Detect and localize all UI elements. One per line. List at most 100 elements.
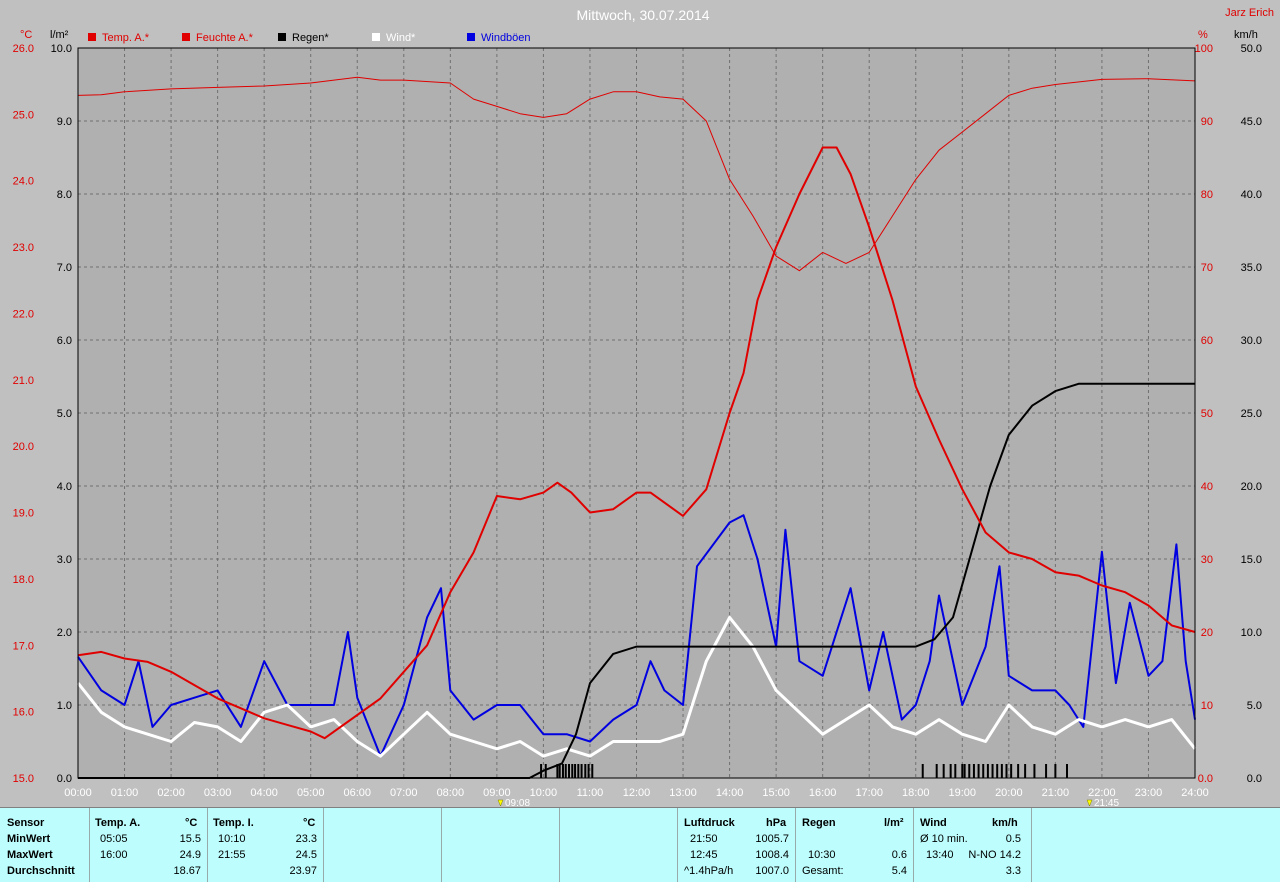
wind-tick-label: 10.0	[1241, 627, 1262, 639]
pressure-max-value: 1008.4	[755, 849, 789, 861]
x-tick-label: 16:00	[809, 787, 837, 799]
col-empty-1	[324, 808, 442, 882]
temp-tick-label: 16.0	[13, 707, 34, 719]
humidity-tick-label: 30	[1201, 554, 1213, 566]
x-tick-label: 05:00	[297, 787, 325, 799]
wind-avg10-label: Ø 10 min.	[920, 833, 968, 845]
pressure-header: Luftdruck	[684, 817, 735, 829]
x-tick-label: 09:00	[483, 787, 511, 799]
wind-avg10-value: 0.5	[1005, 833, 1021, 845]
temp-tick-label: 22.0	[13, 308, 34, 320]
wind-unit: km/h	[1234, 29, 1258, 41]
rain-max-value: 0.6	[891, 849, 907, 861]
rain-max-time: 10:30	[808, 849, 836, 861]
x-tick-label: 04:00	[250, 787, 278, 799]
temp-i-min-value: 23.3	[295, 833, 317, 845]
temp-tick-label: 19.0	[13, 508, 34, 520]
temp-tick-label: 20.0	[13, 441, 34, 453]
weather-chart: 00:00 01:00 02:00 03:00 04:00 05:00 06:00 07:00…	[12, 7, 1274, 807]
temp-i-max-value: 24.5	[295, 849, 317, 861]
humidity-line	[77, 76, 1196, 272]
rain-tick-label: 9.0	[57, 116, 72, 128]
col-rain: Regen l/m² 10:30 0.6 Gesamt: 5.4	[796, 808, 914, 882]
grid	[78, 48, 1195, 778]
statistics-table: Sensor MinWert MaxWert Durchschnitt Temp…	[0, 807, 1280, 882]
author-label: Jarz Erich	[1225, 7, 1274, 19]
temp-tick-label: 15.0	[13, 773, 34, 785]
x-tick-label: 06:00	[343, 787, 371, 799]
legend-swatch-humidity	[182, 33, 190, 41]
rain-unit: l/m²	[50, 29, 69, 41]
rain-unit-label: l/m²	[884, 817, 904, 829]
pressure-min-time: 21:50	[690, 833, 718, 845]
wind-tick-label: 5.0	[1247, 700, 1262, 712]
x-tick-label: 19:00	[949, 787, 977, 799]
wind-tick-label: 15.0	[1241, 554, 1262, 566]
rain-tick-label: 8.0	[57, 189, 72, 201]
rain-total-value: 5.4	[891, 865, 907, 877]
temp-a-min-value: 15.5	[179, 833, 201, 845]
rain-tick-label: 3.0	[57, 554, 72, 566]
pressure-current: 1007.0	[755, 865, 789, 877]
wind-tick-label: 30.0	[1241, 335, 1262, 347]
temp-tick-label: 21.0	[13, 375, 34, 387]
humidity-tick-label: 50	[1201, 408, 1213, 420]
gusts-line	[77, 514, 1196, 758]
rain-bars	[540, 764, 1069, 778]
pressure-unit: hPa	[766, 817, 787, 829]
legend-swatch-rain	[278, 33, 286, 41]
rain-tick-label: 2.0	[57, 627, 72, 639]
wind-tick-label: 0.0	[1247, 773, 1262, 785]
temp-i-header: Temp. I.	[213, 817, 254, 829]
sunset-marker: 21:45	[1086, 798, 1119, 807]
temp-i-unit: °C	[303, 817, 316, 829]
wind-line	[76, 615, 1197, 758]
humidity-unit: %	[1198, 29, 1208, 41]
pressure-max-time: 12:45	[690, 849, 718, 861]
rain-tick-label: 0.0	[57, 773, 72, 785]
x-tick-label: 01:00	[111, 787, 139, 799]
x-tick-label: 18:00	[902, 787, 930, 799]
wind-tick-label: 25.0	[1241, 408, 1262, 420]
sunrise-icon	[497, 799, 504, 807]
legend-label-rain: Regen*	[292, 32, 329, 44]
rain-tick-label: 5.0	[57, 408, 72, 420]
temp-i-average: 23.97	[289, 865, 317, 877]
x-tick-label: 13:00	[669, 787, 697, 799]
legend: Temp. A.* Feuchte A.* Regen* Wind* Windb…	[88, 32, 531, 44]
humidity-tick-label: 60	[1201, 335, 1213, 347]
x-tick-label: 20:00	[995, 787, 1023, 799]
temp-i-max-time: 21:55	[218, 849, 246, 861]
legend-swatch-temp	[88, 33, 96, 41]
wind-header: Wind	[920, 817, 947, 829]
x-tick-label: 08:00	[437, 787, 465, 799]
rain-header: Regen	[802, 817, 836, 829]
x-tick-label: 23:00	[1135, 787, 1163, 799]
wind-unit-label: km/h	[992, 817, 1018, 829]
rain-tick-label: 7.0	[57, 262, 72, 274]
temp-a-min-time: 05:05	[100, 833, 128, 845]
col-empty-4	[1032, 808, 1280, 882]
x-tick-label: 15:00	[762, 787, 790, 799]
legend-label-wind: Wind*	[386, 32, 416, 44]
sunset-time: 21:45	[1094, 798, 1119, 807]
x-tick-label: 12:00	[623, 787, 651, 799]
col-sensor: Sensor MinWert MaxWert Durchschnitt	[0, 808, 90, 882]
x-tick-label: 22:00	[1088, 787, 1116, 799]
humidity-tick-label: 10	[1201, 700, 1213, 712]
sunrise-marker: 09:08	[497, 798, 530, 807]
rain-line	[78, 382, 1195, 779]
temp-unit: °C	[20, 29, 32, 41]
wind-tick-label: 50.0	[1241, 43, 1262, 55]
wind-tick-label: 20.0	[1241, 481, 1262, 493]
pressure-trend: ^1.4hPa/h	[684, 865, 734, 877]
col-pressure: Luftdruck hPa 21:50 1005.7 12:45 1008.4 …	[678, 808, 796, 882]
temp-tick-label: 23.0	[13, 242, 34, 254]
temp-tick-label: 18.0	[13, 574, 34, 586]
sunset-icon	[1086, 799, 1093, 807]
rain-total-label: Gesamt:	[802, 865, 844, 877]
wind-average: 3.3	[1005, 865, 1021, 877]
temp-tick-label: 25.0	[13, 109, 34, 121]
temp-a-max-value: 24.9	[179, 849, 201, 861]
x-tick-label: 00:00	[64, 787, 92, 799]
